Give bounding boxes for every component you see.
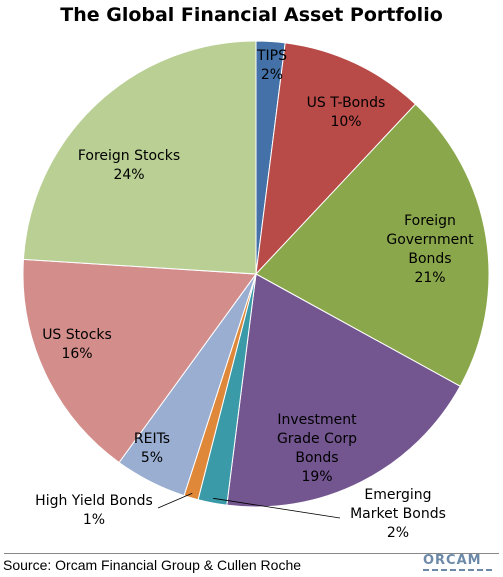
slice-category-label: US T-Bonds bbox=[307, 95, 386, 111]
footer-divider bbox=[4, 553, 499, 554]
slice-category-label: Market Bonds bbox=[350, 506, 446, 522]
slice-value-label: 16% bbox=[61, 346, 92, 362]
slice-category-label: REITs bbox=[134, 431, 170, 447]
slice-category-label: TIPS bbox=[256, 48, 287, 64]
slice-category-label: Grade Corp bbox=[277, 431, 357, 447]
chart-title: The Global Financial Asset Portfolio bbox=[60, 4, 443, 26]
slice-label: US Stocks 16% bbox=[42, 327, 112, 362]
slice-value-label: 10% bbox=[330, 114, 361, 130]
slice-category-label: Foreign Stocks bbox=[78, 148, 180, 164]
leader-line bbox=[213, 497, 341, 519]
slice-category-label: Foreign bbox=[404, 213, 456, 229]
slice-value-label: 5% bbox=[141, 450, 163, 466]
slice-value-label: 2% bbox=[261, 67, 283, 83]
slice-category-label: Government bbox=[386, 232, 474, 248]
slice-value-label: 24% bbox=[113, 167, 144, 183]
orcam-logo-underline bbox=[423, 569, 495, 571]
slice-value-label: 21% bbox=[414, 270, 445, 286]
slice-value-label: 19% bbox=[301, 469, 332, 485]
slice-label: Investment Grade Corp Bonds 19% bbox=[277, 412, 357, 485]
orcam-logo: ORCAM bbox=[421, 551, 499, 575]
slice-category-label: Investment bbox=[277, 412, 357, 428]
slice-category-label: US Stocks bbox=[42, 327, 112, 343]
slice-label: High Yield Bonds 1% bbox=[35, 493, 153, 528]
pie-slice-foreign-government-bonds bbox=[255, 103, 490, 387]
pie-slice-us-stocks bbox=[22, 258, 257, 464]
slice-category-label: Emerging bbox=[364, 487, 431, 503]
slice-label: US T-Bonds 10% bbox=[307, 95, 386, 130]
slice-value-label: 1% bbox=[83, 512, 105, 528]
slice-category-label: Bonds bbox=[408, 251, 451, 267]
pie-slice-foreign-stocks bbox=[22, 40, 257, 275]
slice-label: Foreign Government Bonds 21% bbox=[386, 213, 474, 286]
slice-label: TIPS 2% bbox=[256, 48, 287, 83]
orcam-logo-text: ORCAM bbox=[423, 553, 482, 568]
slice-category-label: Bonds bbox=[295, 450, 338, 466]
pie-slice-investment-grade-corp-bonds bbox=[226, 273, 461, 508]
slice-label: REITs 5% bbox=[134, 431, 170, 466]
slice-value-label: 2% bbox=[387, 525, 409, 541]
leader-line bbox=[157, 492, 193, 509]
slice-label: Foreign Stocks 24% bbox=[78, 148, 180, 183]
slice-category-label: High Yield Bonds bbox=[35, 493, 153, 509]
slice-label: Emerging Market Bonds 2% bbox=[350, 487, 446, 541]
source-note: Source: Orcam Financial Group & Cullen R… bbox=[3, 557, 302, 573]
pie-slice-us-t-bonds bbox=[255, 42, 417, 276]
